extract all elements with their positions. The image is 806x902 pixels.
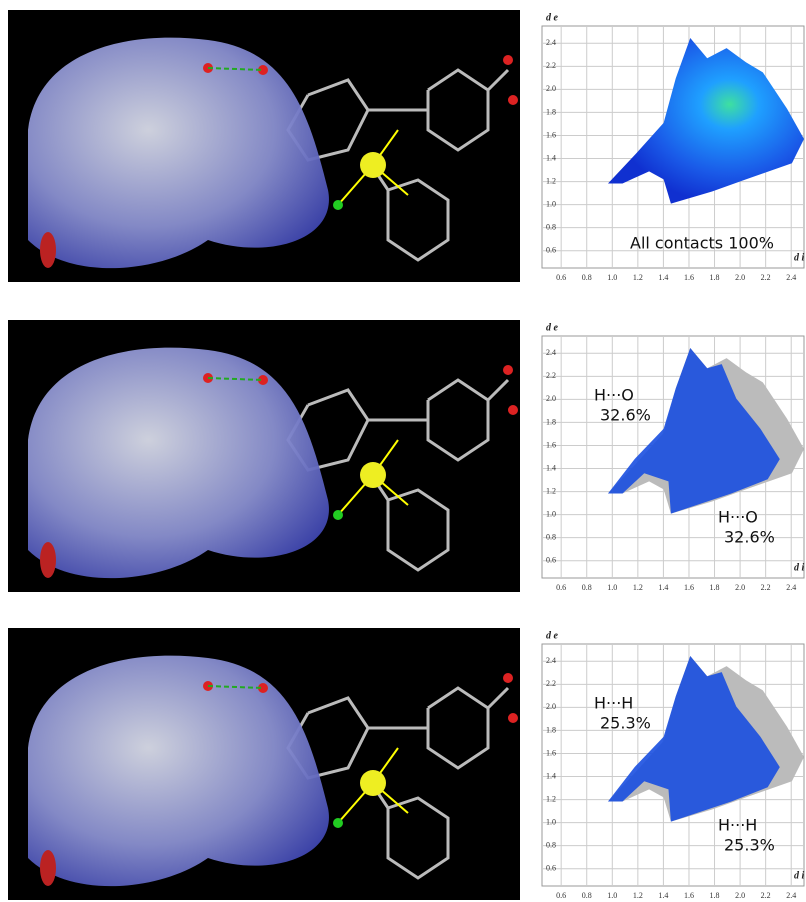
x-tick-label: 0.8 bbox=[582, 273, 592, 282]
x-tick-label: 1.8 bbox=[710, 273, 720, 282]
y-tick-label: 1.2 bbox=[546, 486, 556, 495]
x-tick-label: 1.0 bbox=[607, 583, 617, 592]
y-tick-label: 2.4 bbox=[546, 38, 556, 47]
y-tick-label: 2.2 bbox=[546, 371, 556, 380]
x-axis-label: d i bbox=[794, 252, 805, 263]
x-tick-label: 2.4 bbox=[786, 891, 796, 900]
x-tick-label: 1.4 bbox=[658, 583, 668, 592]
figure: 0.6 0.8 1.0 1.2 1.4 1.6 1.8 2.0 2.2 2.4 0.6 0.8 1.0 1… bbox=[0, 0, 806, 902]
x-tick-label: 1.0 bbox=[607, 273, 617, 282]
annotation: All contacts 100% bbox=[630, 234, 774, 253]
x-tick-label: 2.4 bbox=[786, 273, 796, 282]
y-tick-label: 1.6 bbox=[546, 130, 556, 139]
annotation: H···H bbox=[594, 694, 633, 713]
x-tick-label: 0.8 bbox=[582, 583, 592, 592]
y-tick-label: 1.4 bbox=[546, 771, 556, 780]
annotation: 25.3% bbox=[600, 714, 651, 733]
y-tick-label: 1.6 bbox=[546, 440, 556, 449]
x-tick-label: 1.6 bbox=[684, 273, 694, 282]
y-tick-label: 1.2 bbox=[546, 794, 556, 803]
y-tick-label: 1.0 bbox=[546, 199, 556, 208]
x-tick-label: 1.6 bbox=[684, 891, 694, 900]
x-tick-label: 0.6 bbox=[556, 273, 566, 282]
x-tick-label: 2.2 bbox=[761, 891, 771, 900]
y-axis-label: d e bbox=[546, 12, 559, 23]
x-tick-label: 0.8 bbox=[582, 891, 592, 900]
y-tick-label: 2.0 bbox=[546, 702, 556, 711]
y-tick-label: 1.4 bbox=[546, 463, 556, 472]
annotation: H···O bbox=[594, 386, 634, 405]
y-tick-label: 2.0 bbox=[546, 84, 556, 93]
x-tick-label: 1.6 bbox=[684, 583, 694, 592]
annotation: 32.6% bbox=[724, 528, 775, 547]
x-tick-label: 1.2 bbox=[633, 273, 643, 282]
x-tick-label: 1.0 bbox=[607, 891, 617, 900]
x-tick-label: 2.0 bbox=[735, 583, 745, 592]
y-tick-label: 0.6 bbox=[546, 864, 556, 873]
annotation: H···O bbox=[718, 508, 758, 527]
y-axis-label: d e bbox=[546, 630, 559, 641]
x-tick-label: 0.6 bbox=[556, 891, 566, 900]
molecule-image bbox=[8, 320, 520, 592]
annotation: 25.3% bbox=[724, 836, 775, 855]
x-tick-label: 2.2 bbox=[761, 273, 771, 282]
y-axis-label: d e bbox=[546, 322, 559, 333]
annotation: H···H bbox=[718, 816, 757, 835]
y-tick-label: 0.6 bbox=[546, 246, 556, 255]
y-tick-label: 2.0 bbox=[546, 394, 556, 403]
x-tick-label: 2.4 bbox=[786, 583, 796, 592]
y-tick-label: 1.8 bbox=[546, 725, 556, 734]
x-tick-label: 2.2 bbox=[761, 583, 771, 592]
molecule-image bbox=[8, 628, 520, 900]
x-axis-label: d i bbox=[794, 870, 805, 881]
y-tick-label: 2.4 bbox=[546, 656, 556, 665]
y-tick-label: 2.2 bbox=[546, 61, 556, 70]
annotation: 32.6% bbox=[600, 406, 651, 425]
y-tick-label: 1.8 bbox=[546, 107, 556, 116]
y-tick-label: 0.8 bbox=[546, 840, 556, 849]
x-tick-label: 1.4 bbox=[658, 891, 668, 900]
y-tick-label: 0.6 bbox=[546, 556, 556, 565]
x-axis-label: d i bbox=[794, 562, 805, 573]
y-tick-label: 0.8 bbox=[546, 222, 556, 231]
x-tick-label: 1.8 bbox=[710, 891, 720, 900]
x-tick-label: 2.0 bbox=[735, 273, 745, 282]
x-tick-label: 1.2 bbox=[633, 583, 643, 592]
y-tick-label: 0.8 bbox=[546, 532, 556, 541]
y-tick-label: 2.2 bbox=[546, 679, 556, 688]
y-tick-label: 1.0 bbox=[546, 509, 556, 518]
x-tick-label: 1.2 bbox=[633, 891, 643, 900]
y-tick-label: 2.4 bbox=[546, 348, 556, 357]
y-tick-label: 1.0 bbox=[546, 817, 556, 826]
y-tick-label: 1.2 bbox=[546, 176, 556, 185]
y-tick-label: 1.6 bbox=[546, 748, 556, 757]
y-tick-label: 1.8 bbox=[546, 417, 556, 426]
x-tick-label: 2.0 bbox=[735, 891, 745, 900]
x-tick-label: 1.4 bbox=[658, 273, 668, 282]
x-tick-label: 0.6 bbox=[556, 583, 566, 592]
x-tick-label: 1.8 bbox=[710, 583, 720, 592]
molecule-image bbox=[8, 10, 520, 282]
y-tick-label: 1.4 bbox=[546, 153, 556, 162]
